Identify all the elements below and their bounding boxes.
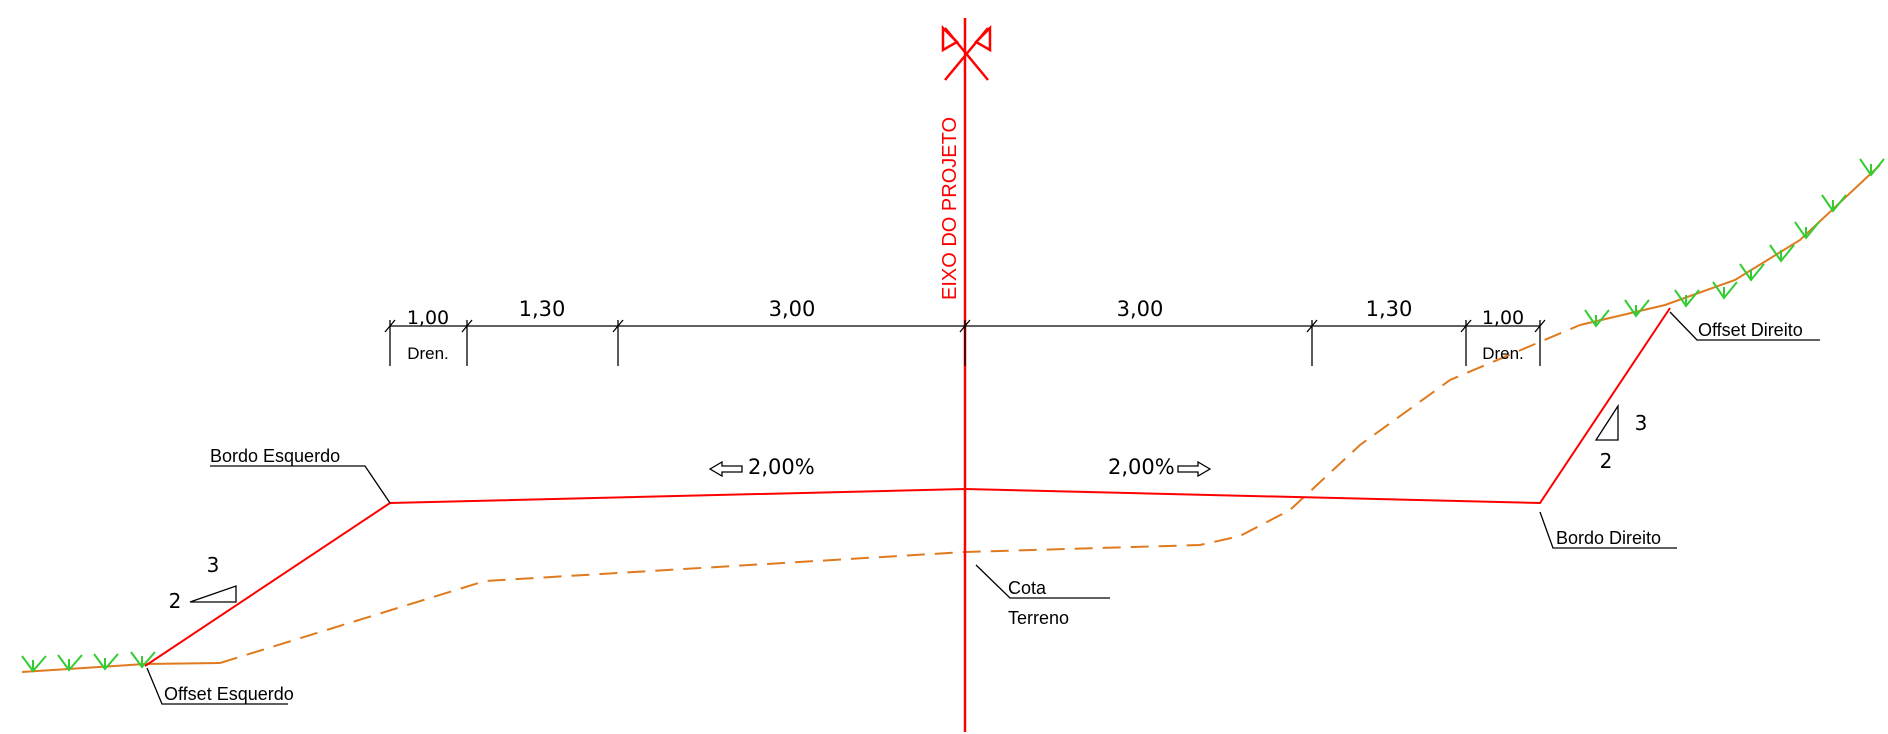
label-cota: Cota bbox=[1008, 578, 1047, 598]
slope-right-horizontal: 2 bbox=[1600, 449, 1613, 473]
slope-right-value: 2,00% bbox=[1108, 455, 1175, 479]
axis-label: EIXO DO PROJETO bbox=[939, 117, 961, 300]
drain-label-right: Dren. bbox=[1482, 344, 1524, 363]
dim-right-shoulder: 1,30 bbox=[1366, 297, 1413, 321]
slope-right-vertical: 3 bbox=[1635, 411, 1648, 435]
label-offset-esquerdo: Offset Esquerdo bbox=[164, 684, 294, 704]
label-bordo-esquerdo: Bordo Esquerdo bbox=[210, 446, 340, 466]
slope-triangle-right bbox=[1594, 403, 1619, 441]
leader-lines bbox=[146, 311, 1820, 705]
arrow-right-icon bbox=[1177, 460, 1212, 478]
dim-left-drain: 1,00 bbox=[407, 307, 449, 329]
dim-right-lane: 3,00 bbox=[1117, 297, 1164, 321]
slope-triangle-left bbox=[189, 585, 237, 603]
dimension-line bbox=[384, 319, 1546, 366]
slope-left-horizontal: 2 bbox=[169, 589, 182, 613]
dim-right-drain: 1,00 bbox=[1482, 307, 1524, 329]
design-profile bbox=[144, 307, 1671, 667]
axis-symbol-icon bbox=[941, 24, 992, 81]
label-bordo-direito: Bordo Direito bbox=[1556, 528, 1661, 548]
dim-left-shoulder: 1,30 bbox=[519, 297, 566, 321]
terrain-dashed bbox=[219, 324, 1581, 664]
grass-right bbox=[1584, 158, 1885, 328]
slope-left-vertical: 3 bbox=[207, 553, 220, 577]
drain-label-left: Dren. bbox=[407, 344, 449, 363]
label-terreno: Terreno bbox=[1008, 608, 1069, 628]
grass-left bbox=[21, 651, 156, 673]
dim-left-lane: 3,00 bbox=[769, 297, 816, 321]
slope-left-value: 2,00% bbox=[748, 455, 815, 479]
label-offset-direito: Offset Direito bbox=[1698, 320, 1803, 340]
arrow-left-icon bbox=[708, 460, 743, 478]
terrain-left-solid bbox=[21, 662, 221, 673]
